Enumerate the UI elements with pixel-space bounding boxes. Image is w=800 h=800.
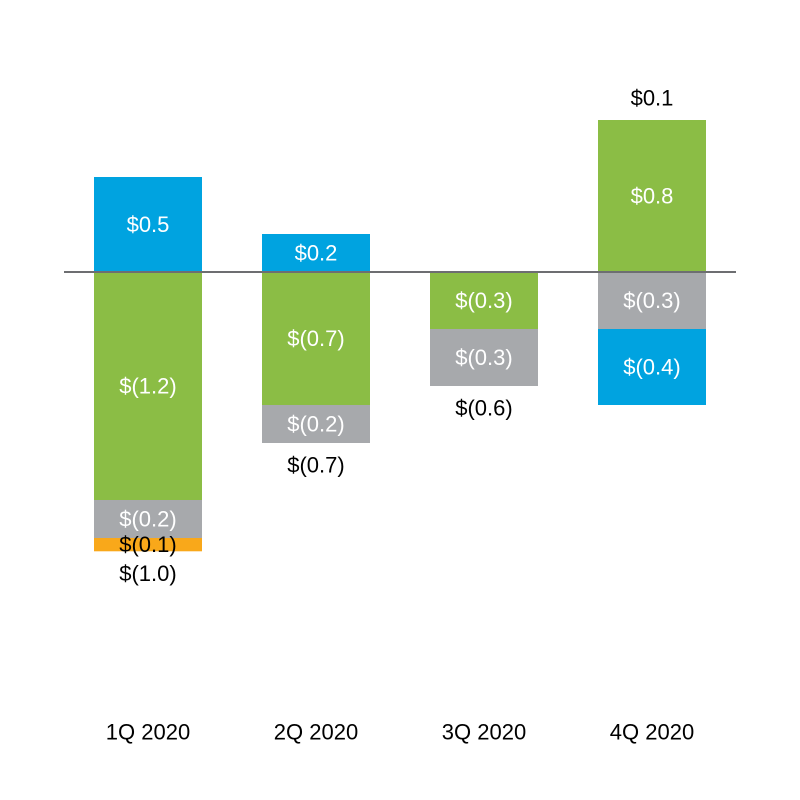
bar-total-label: $(1.0) xyxy=(119,561,176,586)
bar-segment xyxy=(262,272,370,405)
bar-total-label: $0.1 xyxy=(631,86,674,111)
bar-total-label: $(0.7) xyxy=(287,453,344,478)
category-tick-label: 1Q 2020 xyxy=(106,720,190,745)
bar-segment xyxy=(430,272,538,329)
segment-value-label: $(0.3) xyxy=(455,345,512,370)
segment-value-label: $(0.1) xyxy=(119,532,176,557)
bar-segment xyxy=(94,500,202,538)
bar-segment xyxy=(94,272,202,500)
segment-value-label: $(0.4) xyxy=(623,355,680,380)
bar-segment xyxy=(94,177,202,272)
category-tick-label: 3Q 2020 xyxy=(442,720,526,745)
segment-value-label: $(1.2) xyxy=(119,374,176,399)
segment-value-label: $0.5 xyxy=(127,212,170,237)
bar-segment xyxy=(598,120,706,272)
segment-value-label: $0.2 xyxy=(295,241,338,266)
bars-layer xyxy=(94,120,706,552)
segment-value-label: $(0.7) xyxy=(287,326,344,351)
segment-value-label: $(0.3) xyxy=(455,288,512,313)
bar-segment xyxy=(94,538,202,552)
segment-value-label: $(0.2) xyxy=(287,412,344,437)
category-tick-label: 2Q 2020 xyxy=(274,720,358,745)
bar-segment xyxy=(430,329,538,386)
labels-layer: $0.5$(1.2)$(0.2)$(0.1)$(1.0)1Q 2020$0.2$… xyxy=(106,86,694,745)
segment-value-label: $(0.2) xyxy=(119,507,176,532)
bar-segment xyxy=(262,234,370,272)
bar-total-label: $(0.6) xyxy=(455,396,512,421)
bar-segment xyxy=(598,272,706,329)
category-tick-label: 4Q 2020 xyxy=(610,720,694,745)
segment-value-label: $0.8 xyxy=(631,184,674,209)
bar-segment xyxy=(262,405,370,443)
bar-segment xyxy=(598,329,706,405)
segment-value-label: $(0.3) xyxy=(623,288,680,313)
